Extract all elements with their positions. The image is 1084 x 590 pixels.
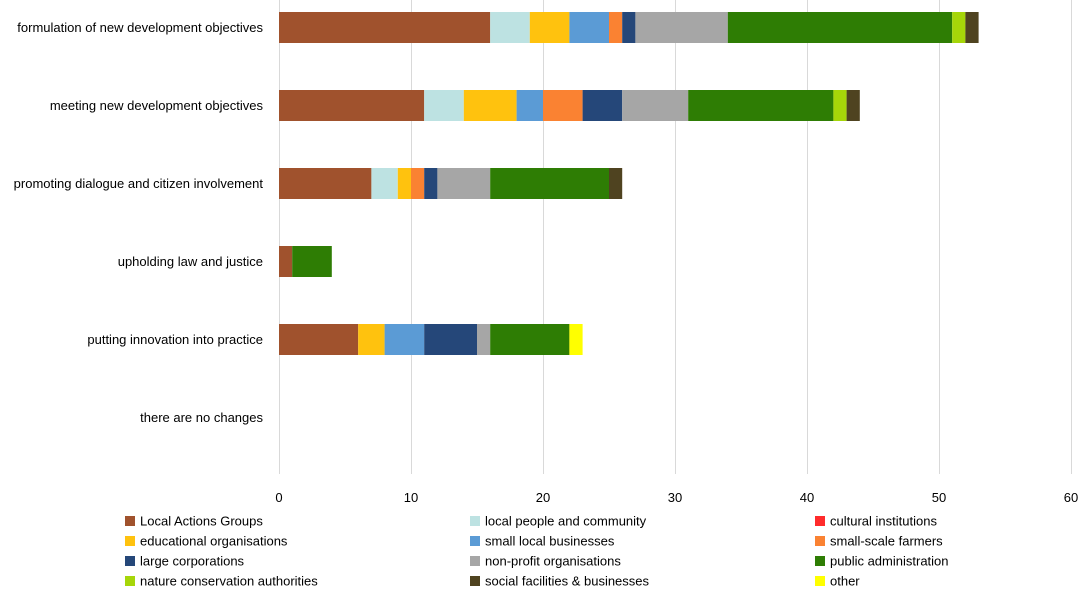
legend-label: nature conservation authorities xyxy=(140,574,318,589)
category-label: meeting new development objectives xyxy=(50,98,264,113)
legend-label: non-profit organisations xyxy=(485,554,621,569)
bar-segment-educational-organisations xyxy=(358,324,385,355)
bar-segment-local-actions-groups xyxy=(279,12,491,43)
legend-swatch xyxy=(125,516,135,526)
x-tick-label: 0 xyxy=(275,490,282,505)
bar-segment-small-scale-farmers xyxy=(411,168,425,199)
legend-swatch xyxy=(125,556,135,566)
bar-segment-other xyxy=(569,324,583,355)
bar-segment-public-administration xyxy=(292,246,332,277)
x-axis-ticks: 0 10 20 30 40 50 60 xyxy=(275,490,1078,505)
legend-swatch xyxy=(470,536,480,546)
bar-segment-local-actions-groups xyxy=(279,90,425,121)
bar-segment-social-facilities-businesses xyxy=(609,168,623,199)
bar-segment-small-local-businesses xyxy=(569,12,609,43)
legend-label: cultural institutions xyxy=(830,514,937,529)
bar-segment-large-corporations xyxy=(424,324,477,355)
legend-swatch xyxy=(125,536,135,546)
bar-segment-public-administration xyxy=(490,324,570,355)
legend-swatch xyxy=(470,516,480,526)
legend-label: local people and community xyxy=(485,514,647,529)
legend-swatch xyxy=(815,576,825,586)
legend-label: public administration xyxy=(830,554,949,569)
category-label: putting innovation into practice xyxy=(87,332,263,347)
bars xyxy=(279,12,979,355)
legend-label: educational organisations xyxy=(140,534,288,549)
x-tick-label: 40 xyxy=(800,490,814,505)
category-label: promoting dialogue and citizen involveme… xyxy=(14,176,264,191)
x-tick-label: 50 xyxy=(932,490,946,505)
bar-segment-educational-organisations xyxy=(529,12,570,43)
x-tick-label: 30 xyxy=(668,490,682,505)
bar-segment-large-corporations xyxy=(424,168,438,199)
legend: Local Actions Groups local people and com… xyxy=(125,514,949,589)
category-labels: formulation of new development objective… xyxy=(14,20,264,425)
category-label: formulation of new development objective… xyxy=(17,20,263,35)
bar-segment-local-people-and-community xyxy=(424,90,464,121)
legend-swatch xyxy=(815,516,825,526)
gridlines xyxy=(279,0,1072,474)
category-label: upholding law and justice xyxy=(118,254,263,269)
x-tick-label: 20 xyxy=(536,490,550,505)
legend-swatch xyxy=(815,536,825,546)
bar-segment-non-profit-organisations xyxy=(437,168,491,199)
bar-segment-small-local-businesses xyxy=(384,324,425,355)
bar-segment-large-corporations xyxy=(622,12,636,43)
bar-segment-small-scale-farmers xyxy=(543,90,583,121)
bar-segment-educational-organisations xyxy=(397,168,411,199)
legend-label: other xyxy=(830,574,860,589)
legend-label: large corporations xyxy=(140,554,245,569)
bar-segment-nature-conservation-authorities xyxy=(952,12,966,43)
bar-segment-public-administration xyxy=(490,168,609,199)
bar-segment-local-actions-groups xyxy=(279,246,293,277)
legend-label: small-scale farmers xyxy=(830,534,943,549)
bar-segment-public-administration xyxy=(727,12,953,43)
legend-label: social facilities & businesses xyxy=(485,574,650,589)
legend-swatch xyxy=(470,576,480,586)
bar-segment-social-facilities-businesses xyxy=(965,12,979,43)
bar-segment-local-actions-groups xyxy=(279,168,372,199)
bar-segment-small-local-businesses xyxy=(516,90,543,121)
category-label: there are no changes xyxy=(140,410,263,425)
bar-segment-non-profit-organisations xyxy=(477,324,491,355)
bar-segment-non-profit-organisations xyxy=(635,12,728,43)
bar-segment-local-actions-groups xyxy=(279,324,359,355)
bar-segment-large-corporations xyxy=(582,90,623,121)
bar-segment-local-people-and-community xyxy=(371,168,398,199)
bar-segment-nature-conservation-authorities xyxy=(833,90,847,121)
x-tick-label: 60 xyxy=(1064,490,1078,505)
bar-segment-small-scale-farmers xyxy=(609,12,623,43)
legend-swatch xyxy=(125,576,135,586)
bar-segment-social-facilities-businesses xyxy=(846,90,860,121)
legend-label: Local Actions Groups xyxy=(140,514,263,529)
x-tick-label: 10 xyxy=(404,490,418,505)
bar-segment-educational-organisations xyxy=(463,90,517,121)
bar-segment-public-administration xyxy=(688,90,834,121)
legend-swatch xyxy=(470,556,480,566)
bar-segment-non-profit-organisations xyxy=(622,90,689,121)
legend-swatch xyxy=(815,556,825,566)
bar-segment-local-people-and-community xyxy=(490,12,530,43)
legend-label: small local businesses xyxy=(485,534,615,549)
